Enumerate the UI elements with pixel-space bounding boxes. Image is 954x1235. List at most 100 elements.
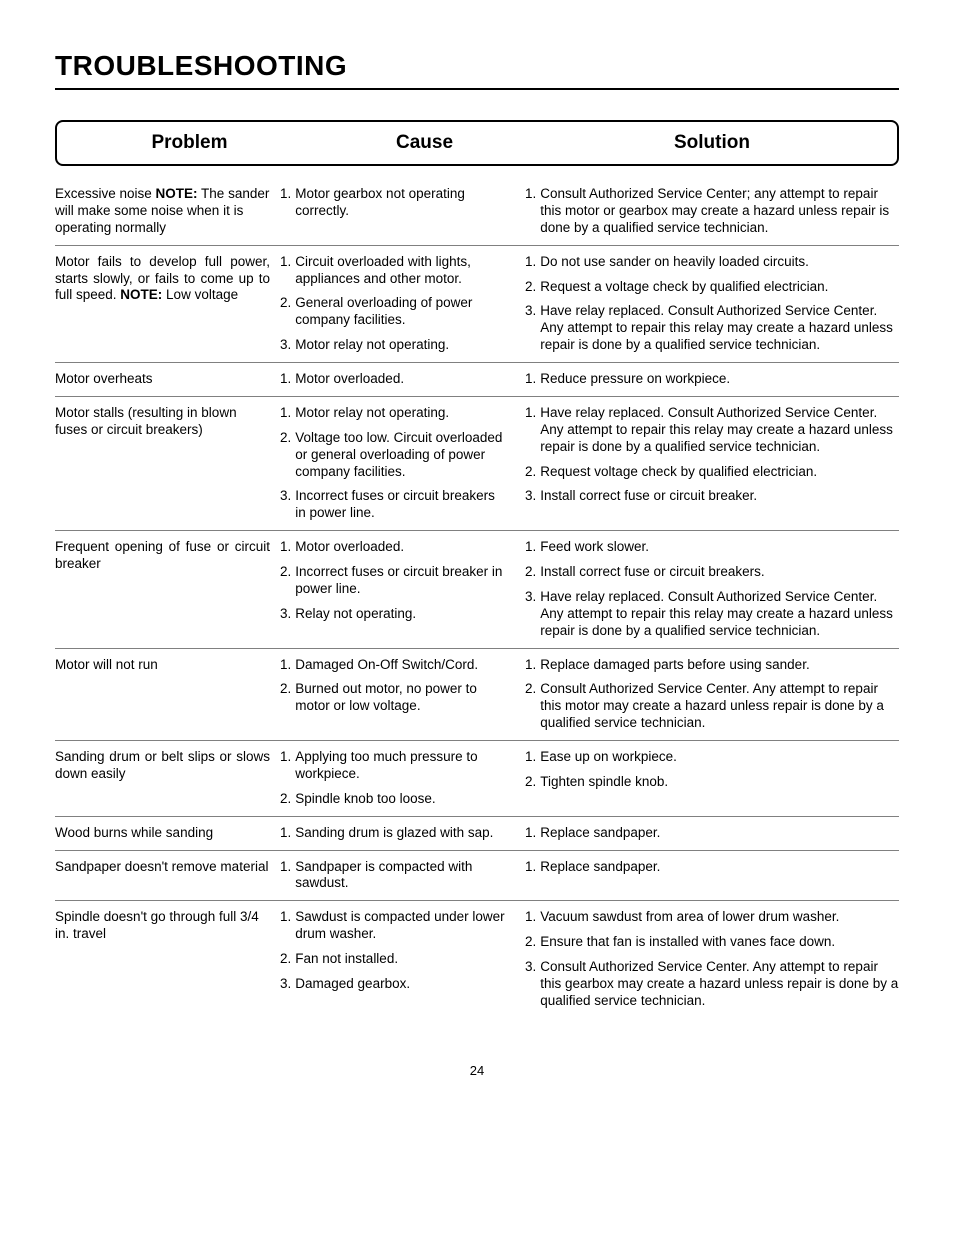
solution-item-text: Do not use sander on heavily loaded circ… [540, 254, 899, 271]
solution-item: 3.Have relay replaced. Consult Authorize… [525, 303, 899, 354]
solution-cell: 1.Do not use sander on heavily loaded ci… [525, 254, 899, 354]
cause-item-number: 2. [280, 430, 295, 481]
cause-item-number: 1. [280, 539, 295, 556]
cause-item-number: 1. [280, 825, 295, 842]
cause-item: 1.Motor gearbox not operating correctly. [280, 186, 507, 220]
cause-item: 2.Burned out motor, no power to motor or… [280, 681, 507, 715]
solution-item-text: Vacuum sawdust from area of lower drum w… [540, 909, 899, 926]
problem-text-prefix: Frequent opening of fuse or circuit brea… [55, 539, 270, 571]
cause-item-text: General overloading of power company fac… [295, 295, 507, 329]
problem-text-bold: NOTE: [156, 186, 198, 201]
problem-text-bold: NOTE: [120, 287, 162, 302]
cause-item: 2.Spindle knob too loose. [280, 791, 507, 808]
problem-text-prefix: Motor will not run [55, 657, 158, 672]
solution-item-number: 3. [525, 303, 540, 354]
cause-item: 1.Motor overloaded. [280, 539, 507, 556]
table-row: Sandpaper doesn't remove material1.Sandp… [55, 851, 899, 902]
solution-item-number: 1. [525, 749, 540, 766]
troubleshooting-table: Excessive noise NOTE: The sander will ma… [55, 178, 899, 1018]
solution-item: 2.Tighten spindle knob. [525, 774, 899, 791]
cause-cell: 1.Sandpaper is compacted with sawdust. [280, 859, 525, 893]
solution-item: 1.Have relay replaced. Consult Authorize… [525, 405, 899, 456]
cause-item-number: 2. [280, 791, 295, 808]
problem-text-prefix: Spindle doesn't go through full 3/4 in. … [55, 909, 259, 941]
solution-item: 2.Request voltage check by qualified ele… [525, 464, 899, 481]
solution-item-number: 1. [525, 825, 540, 842]
table-row: Wood burns while sanding1.Sanding drum i… [55, 817, 899, 851]
solution-item-text: Tighten spindle knob. [540, 774, 899, 791]
solution-item: 1.Do not use sander on heavily loaded ci… [525, 254, 899, 271]
solution-item: 1.Consult Authorized Service Center; any… [525, 186, 899, 237]
problem-text-prefix: Excessive noise [55, 186, 156, 201]
problem-text-prefix: Wood burns while sanding [55, 825, 213, 840]
solution-item-text: Consult Authorized Service Center. Any a… [540, 959, 899, 1010]
problem-cell: Wood burns while sanding [55, 825, 280, 842]
solution-item-number: 2. [525, 564, 540, 581]
solution-item-text: Replace damaged parts before using sande… [540, 657, 899, 674]
cause-item-number: 2. [280, 951, 295, 968]
cause-cell: 1.Motor overloaded. [280, 371, 525, 388]
solution-cell: 1.Replace sandpaper. [525, 859, 899, 893]
cause-item-text: Spindle knob too loose. [295, 791, 507, 808]
cause-item-text: Sanding drum is glazed with sap. [295, 825, 507, 842]
solution-item: 1.Replace damaged parts before using san… [525, 657, 899, 674]
solution-item-number: 2. [525, 464, 540, 481]
solution-item: 2.Install correct fuse or circuit breake… [525, 564, 899, 581]
solution-item: 3.Install correct fuse or circuit breake… [525, 488, 899, 505]
solution-item: 2.Ensure that fan is installed with vane… [525, 934, 899, 951]
solution-item-text: Replace sandpaper. [540, 859, 899, 876]
cause-cell: 1.Motor relay not operating.2.Voltage to… [280, 405, 525, 522]
cause-item: 2.Fan not installed. [280, 951, 507, 968]
solution-item-text: Consult Authorized Service Center; any a… [540, 186, 899, 237]
cause-item-text: Damaged On-Off Switch/Cord. [295, 657, 507, 674]
problem-cell: Motor fails to develop full power, start… [55, 254, 280, 354]
solution-item-text: Request a voltage check by qualified ele… [540, 279, 899, 296]
problem-cell: Motor overheats [55, 371, 280, 388]
problem-text-prefix: Sanding drum or belt slips or slows down… [55, 749, 270, 781]
solution-cell: 1.Reduce pressure on workpiece. [525, 371, 899, 388]
solution-item-text: Reduce pressure on workpiece. [540, 371, 899, 388]
solution-cell: 1.Vacuum sawdust from area of lower drum… [525, 909, 899, 1009]
cause-item: 1.Sandpaper is compacted with sawdust. [280, 859, 507, 893]
solution-item-number: 2. [525, 774, 540, 791]
solution-item-number: 3. [525, 488, 540, 505]
cause-item-text: Incorrect fuses or circuit breakers in p… [295, 488, 507, 522]
cause-item-number: 1. [280, 657, 295, 674]
cause-cell: 1.Sanding drum is glazed with sap. [280, 825, 525, 842]
cause-item: 2.Incorrect fuses or circuit breaker in … [280, 564, 507, 598]
cause-item-number: 3. [280, 488, 295, 522]
cause-item-number: 2. [280, 681, 295, 715]
solution-item-text: Install correct fuse or circuit breaker. [540, 488, 899, 505]
cause-item-number: 3. [280, 606, 295, 623]
solution-item: 1.Replace sandpaper. [525, 825, 899, 842]
problem-cell: Sandpaper doesn't remove material [55, 859, 280, 893]
solution-item-number: 1. [525, 657, 540, 674]
cause-cell: 1.Circuit overloaded with lights, applia… [280, 254, 525, 354]
cause-cell: 1.Motor gearbox not operating correctly. [280, 186, 525, 237]
cause-item: 1.Damaged On-Off Switch/Cord. [280, 657, 507, 674]
cause-item: 1.Sawdust is compacted under lower drum … [280, 909, 507, 943]
cause-item: 2.General overloading of power company f… [280, 295, 507, 329]
solution-item-number: 2. [525, 279, 540, 296]
table-header-row: Problem Cause Solution [55, 120, 899, 166]
cause-item: 1.Sanding drum is glazed with sap. [280, 825, 507, 842]
solution-cell: 1.Replace sandpaper. [525, 825, 899, 842]
table-row: Excessive noise NOTE: The sander will ma… [55, 178, 899, 246]
cause-item-text: Motor overloaded. [295, 539, 507, 556]
cause-cell: 1.Applying too much pressure to workpiec… [280, 749, 525, 808]
solution-item: 2.Request a voltage check by qualified e… [525, 279, 899, 296]
cause-item-number: 1. [280, 859, 295, 893]
cause-item-text: Motor relay not operating. [295, 337, 507, 354]
cause-item: 3.Motor relay not operating. [280, 337, 507, 354]
solution-item-text: Feed work slower. [540, 539, 899, 556]
cause-item: 3.Relay not operating. [280, 606, 507, 623]
cause-cell: 1.Motor overloaded. 2.Incorrect fuses or … [280, 539, 525, 639]
cause-item-text: Incorrect fuses or circuit breaker in po… [295, 564, 507, 598]
cause-item-text: Applying too much pressure to workpiece. [295, 749, 507, 783]
problem-cell: Sanding drum or belt slips or slows down… [55, 749, 280, 808]
page-number: 24 [55, 1063, 899, 1078]
solution-item-number: 1. [525, 909, 540, 926]
cause-item-number: 3. [280, 337, 295, 354]
solution-item: 1.Replace sandpaper. [525, 859, 899, 876]
page-title: TROUBLESHOOTING [55, 50, 899, 90]
